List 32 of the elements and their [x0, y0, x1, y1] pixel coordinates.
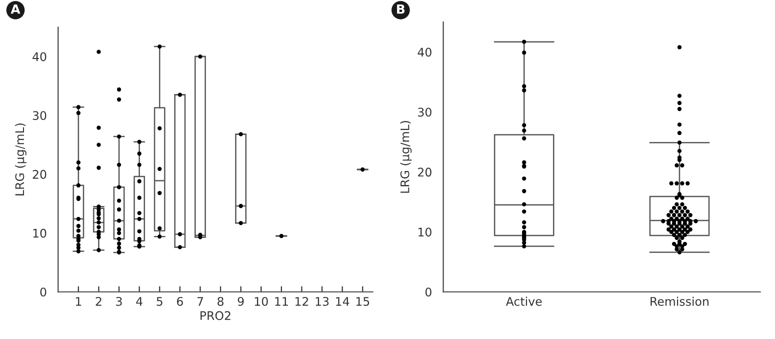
x-tick-label: 6: [176, 296, 183, 306]
y-tick-label: 30: [418, 108, 432, 117]
x-tick-label: 5: [156, 297, 162, 306]
y-tick-label: 40: [418, 48, 432, 57]
y-tick-label: 30: [32, 111, 46, 120]
y-axis-title: LRG (μg/mL): [400, 120, 412, 193]
x-tick-label: 2: [96, 296, 102, 306]
text: A: [10, 4, 20, 14]
y-axis-title: LRG (μg/mL): [15, 124, 26, 196]
y-tick-label: 40: [32, 52, 46, 62]
x-tick-label: 12: [296, 296, 308, 306]
x-tick-label: 4: [136, 297, 142, 306]
text: B: [397, 4, 405, 14]
x-tick-label: 9: [238, 296, 244, 306]
y-tick-label: 0: [40, 288, 46, 297]
x-axis-title: PRO2: [200, 311, 230, 320]
x-tick-label: 8: [218, 296, 224, 306]
x-tick-label: 7: [197, 297, 203, 306]
y-tick-label: 20: [32, 170, 46, 179]
x-tick-label: Active: [506, 296, 542, 306]
y-tick-label: 20: [418, 168, 432, 177]
x-tick-label: 15: [356, 297, 370, 306]
x-tick-label: 10: [254, 296, 268, 306]
y-tick-label: 0: [425, 288, 432, 297]
y-tick-label: 10: [33, 228, 46, 238]
x-tick-label: 3: [116, 296, 122, 306]
x-tick-label: 11: [275, 297, 288, 306]
x-tick-label: 14: [336, 297, 350, 306]
y-tick-label: 10: [418, 228, 432, 237]
x-tick-label: 13: [316, 296, 329, 306]
x-tick-label: 1: [76, 297, 82, 306]
x-tick-label: Remission: [650, 296, 708, 306]
